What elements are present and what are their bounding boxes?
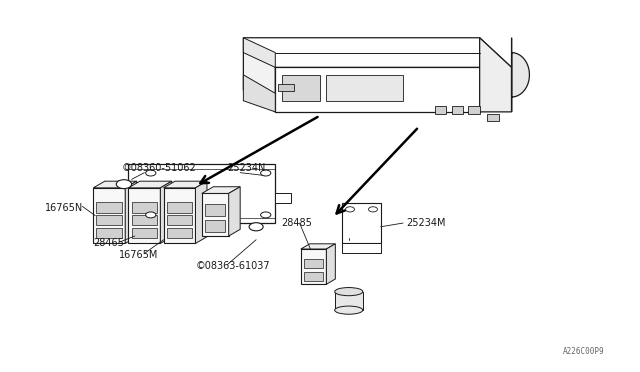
- Polygon shape: [326, 244, 335, 284]
- Text: 25234M: 25234M: [406, 218, 445, 228]
- Bar: [335, 292, 363, 310]
- Bar: [167, 228, 192, 238]
- Bar: [97, 202, 122, 213]
- Bar: [167, 202, 192, 213]
- Circle shape: [260, 170, 271, 176]
- Bar: [487, 115, 499, 121]
- Ellipse shape: [335, 306, 363, 314]
- Polygon shape: [275, 193, 291, 203]
- Text: 28465: 28465: [93, 238, 124, 248]
- Polygon shape: [228, 187, 240, 236]
- Polygon shape: [511, 38, 529, 112]
- Circle shape: [346, 207, 355, 212]
- Circle shape: [260, 212, 271, 218]
- Text: ©08363-61037: ©08363-61037: [195, 261, 270, 271]
- Circle shape: [369, 207, 378, 212]
- Bar: [342, 203, 381, 243]
- Bar: [129, 188, 161, 243]
- Polygon shape: [275, 67, 479, 112]
- Polygon shape: [479, 38, 511, 112]
- Bar: [304, 259, 323, 267]
- Circle shape: [146, 212, 156, 218]
- Text: 25234N: 25234N: [227, 163, 266, 173]
- Polygon shape: [243, 38, 275, 112]
- Text: ©08360-51062: ©08360-51062: [122, 163, 196, 173]
- Circle shape: [146, 170, 156, 176]
- Circle shape: [249, 223, 263, 231]
- Bar: [97, 228, 122, 238]
- Bar: [93, 188, 125, 243]
- Bar: [326, 75, 403, 101]
- Polygon shape: [161, 181, 172, 243]
- Polygon shape: [243, 38, 275, 67]
- Polygon shape: [195, 181, 207, 243]
- Polygon shape: [125, 181, 137, 243]
- Bar: [167, 215, 192, 225]
- Bar: [202, 193, 228, 236]
- Text: A226C00P9: A226C00P9: [563, 347, 604, 356]
- Text: 16765N: 16765N: [45, 203, 84, 213]
- Bar: [164, 188, 195, 243]
- Polygon shape: [342, 243, 381, 253]
- Bar: [435, 106, 447, 114]
- Polygon shape: [202, 187, 240, 193]
- Bar: [132, 228, 157, 238]
- Polygon shape: [301, 244, 335, 249]
- Text: 28485: 28485: [282, 218, 312, 228]
- Polygon shape: [243, 75, 275, 112]
- Bar: [132, 215, 157, 225]
- Polygon shape: [93, 181, 137, 188]
- Circle shape: [116, 180, 132, 189]
- Bar: [468, 106, 479, 114]
- Polygon shape: [243, 38, 511, 67]
- Bar: [97, 215, 122, 225]
- Text: 16765M: 16765M: [119, 250, 158, 260]
- Polygon shape: [129, 181, 172, 188]
- Bar: [205, 204, 225, 216]
- Bar: [205, 220, 225, 232]
- Bar: [132, 202, 157, 213]
- Bar: [301, 249, 326, 284]
- Ellipse shape: [335, 288, 363, 296]
- Bar: [304, 272, 323, 280]
- Bar: [278, 84, 294, 92]
- Bar: [282, 75, 320, 101]
- Polygon shape: [164, 181, 207, 188]
- Bar: [452, 106, 463, 114]
- Polygon shape: [129, 164, 275, 223]
